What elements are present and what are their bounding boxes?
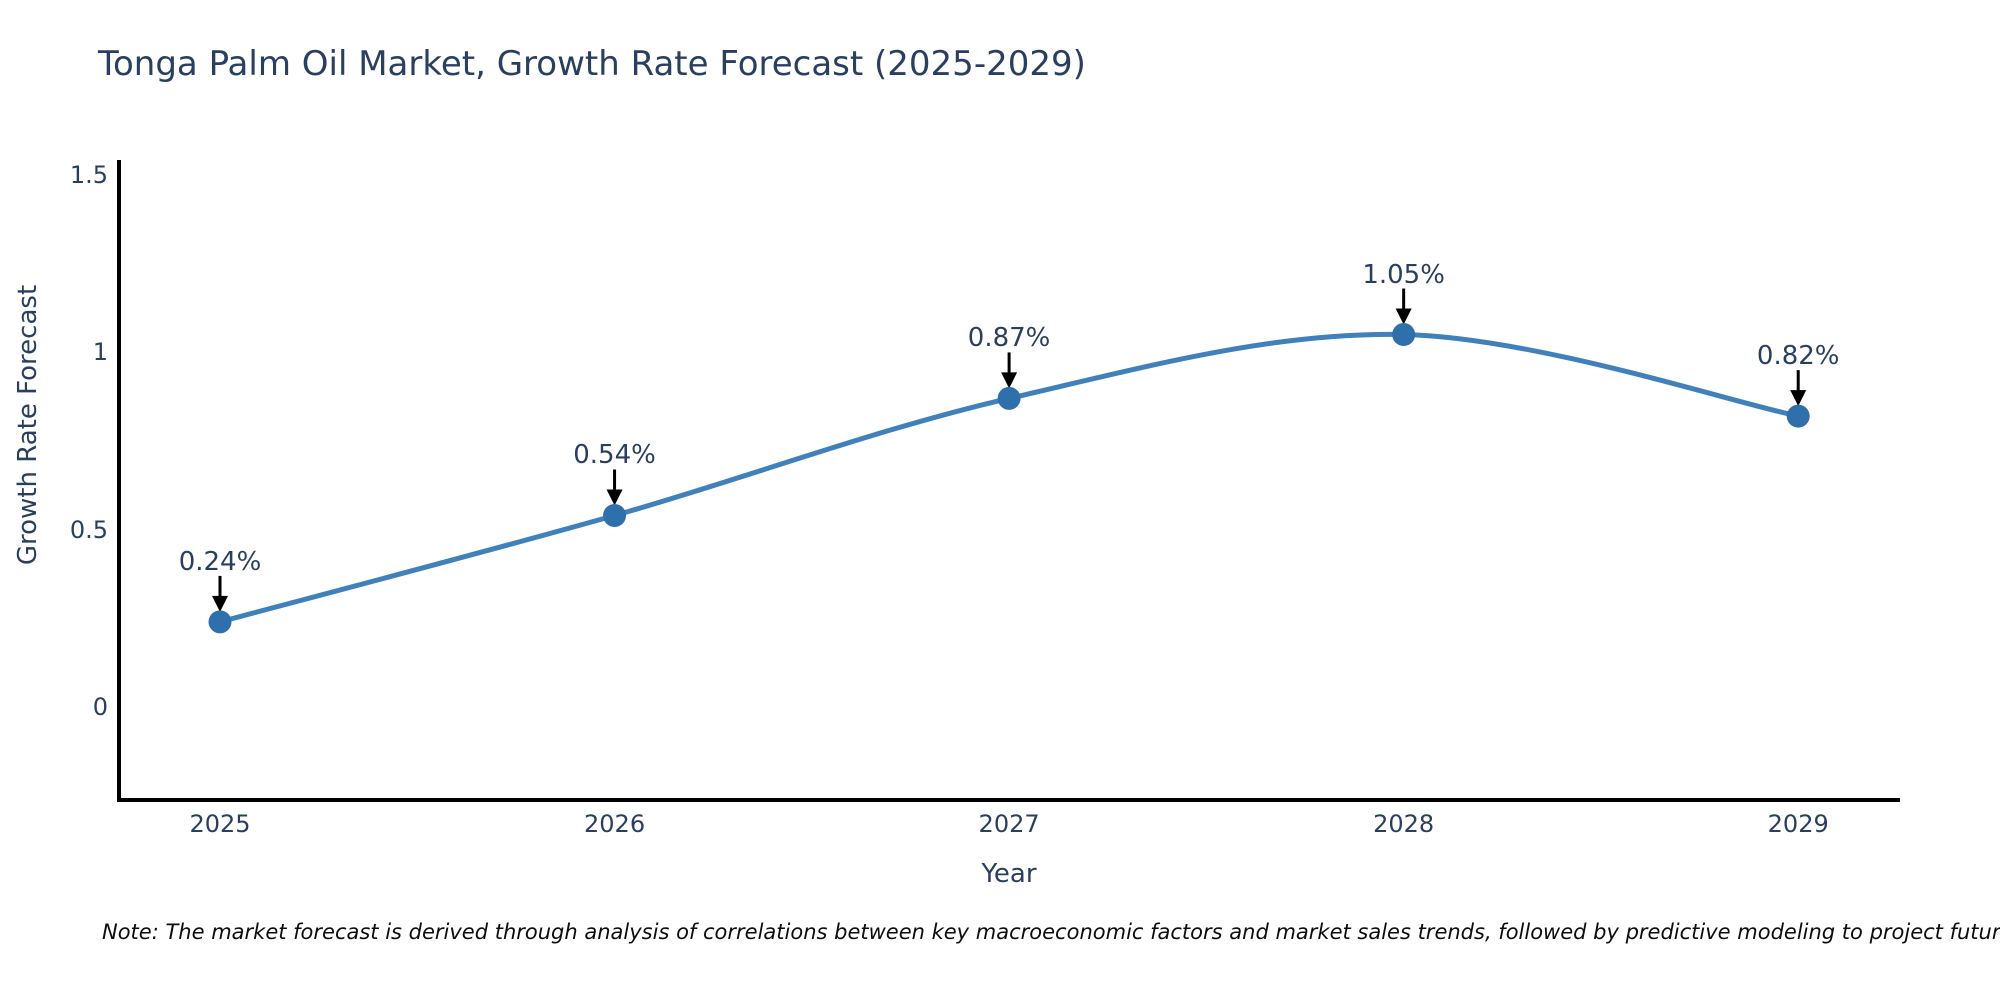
annotation-arrows <box>212 288 1807 612</box>
y-tick-label-1.5: 1.5 <box>69 160 108 189</box>
x-tick-label-2025: 2025 <box>189 810 251 838</box>
annotation-arrow-head <box>212 595 229 612</box>
annotation-arrow-head <box>1001 372 1018 389</box>
y-axis-title: Growth Rate Forecast <box>13 284 43 566</box>
x-tick-label-2027: 2027 <box>978 810 1040 838</box>
note-text: Note: The market forecast is derived thr… <box>102 920 2000 944</box>
data-point-marker-2027[interactable] <box>997 386 1021 410</box>
point-label-2029: 0.82% <box>1756 341 1840 372</box>
x-axis-line <box>117 798 1900 802</box>
point-label-2026: 0.54% <box>573 440 656 471</box>
annotation-arrow-head <box>1790 390 1807 407</box>
y-tick-label-0.5: 0.5 <box>69 515 108 544</box>
point-label-2027: 0.87% <box>967 323 1051 354</box>
x-tick-label-2029: 2029 <box>1767 810 1829 838</box>
data-point-markers <box>208 323 1810 634</box>
x-tick-label-2028: 2028 <box>1373 810 1435 838</box>
x-axis-title: Year <box>981 859 1037 889</box>
data-point-marker-2026[interactable] <box>603 503 627 527</box>
data-point-marker-2025[interactable] <box>208 610 232 634</box>
point-label-2028: 1.05% <box>1362 259 1445 290</box>
x-tick-label-2026: 2026 <box>584 810 646 838</box>
point-label-2025: 0.24% <box>178 546 262 577</box>
chart-title: Tonga Palm Oil Market, Growth Rate Forec… <box>98 44 1086 84</box>
axes-layer <box>117 160 1900 802</box>
annotation-arrow-head <box>606 489 623 506</box>
y-tick-label-1: 1 <box>92 338 108 367</box>
annotation-arrow-head <box>1395 308 1412 325</box>
y-tick-label-0: 0 <box>92 693 108 722</box>
data-point-marker-2029[interactable] <box>1786 404 1810 428</box>
y-axis-line <box>117 160 121 802</box>
data-point-marker-2028[interactable] <box>1392 323 1416 347</box>
